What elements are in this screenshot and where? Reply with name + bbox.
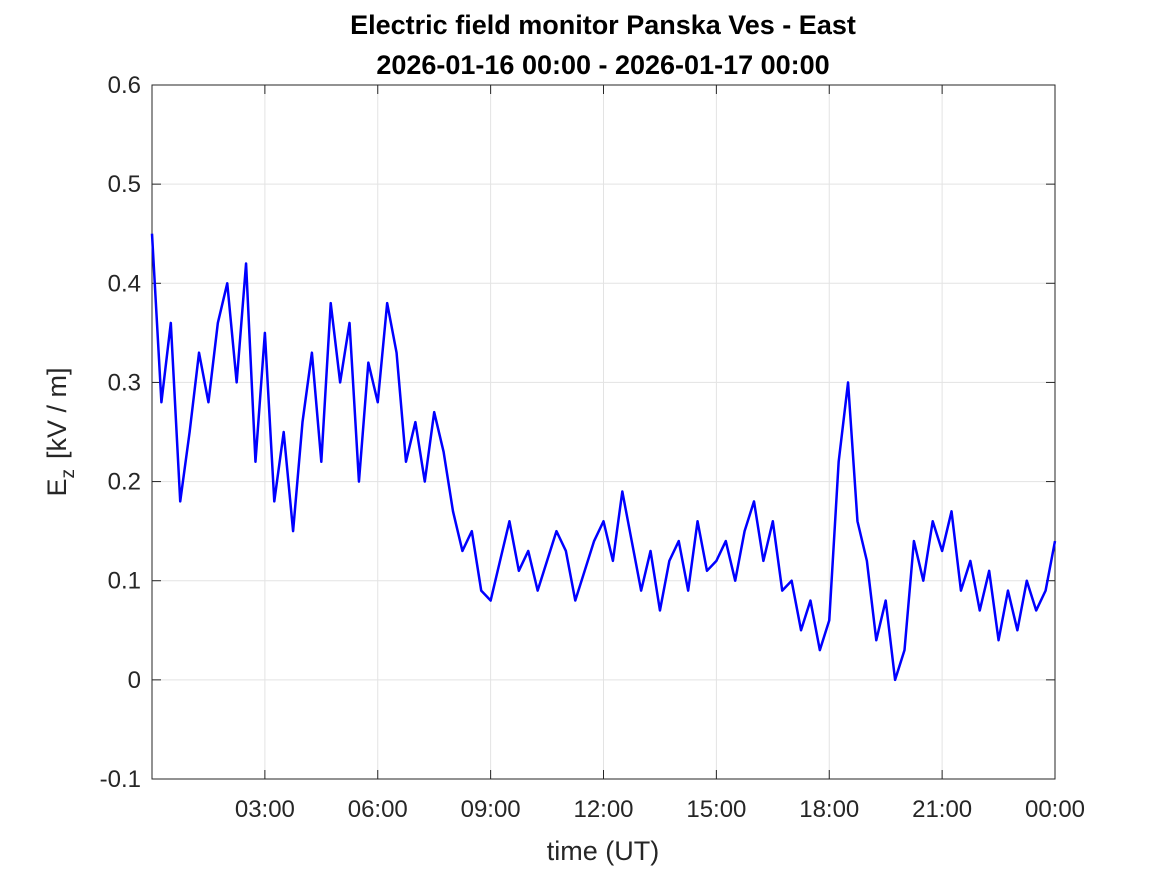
y-tick-label: 0.2 [108, 469, 141, 496]
y-tick-label: 0.4 [108, 270, 141, 297]
chart-title: Electric field monitor Panska Ves - East [350, 10, 856, 40]
x-tick-label: 18:00 [799, 796, 859, 823]
data-line [150, 233, 1057, 682]
y-label-symbol: E [42, 479, 72, 497]
y-tick-label: 0.5 [108, 171, 141, 198]
chart-subtitle: 2026-01-16 00:00 - 2026-01-17 00:00 [376, 50, 829, 80]
y-tick-label: 0.1 [108, 568, 141, 595]
plot-frame [151, 84, 1056, 780]
x-tick-label: 03:00 [235, 796, 295, 823]
x-tick-label: 00:00 [1025, 796, 1085, 823]
x-axis-label: time (UT) [547, 836, 659, 866]
x-tick-label: 15:00 [686, 796, 746, 823]
x-tick-label: 06:00 [348, 796, 408, 823]
x-tick-label: 21:00 [912, 796, 972, 823]
y-tick-label: 0.6 [108, 72, 141, 99]
y-tick-label: 0.3 [108, 369, 141, 396]
y-label-unit: [kV / m] [42, 367, 72, 459]
x-tick-label: 12:00 [573, 796, 633, 823]
y-axis-label: Ez [kV / m] [42, 367, 79, 496]
x-tick-label: 09:00 [461, 796, 521, 823]
y-tick-label: -0.1 [100, 766, 141, 793]
y-label-subscript: z [58, 469, 79, 479]
y-tick-label: 0 [128, 667, 141, 694]
